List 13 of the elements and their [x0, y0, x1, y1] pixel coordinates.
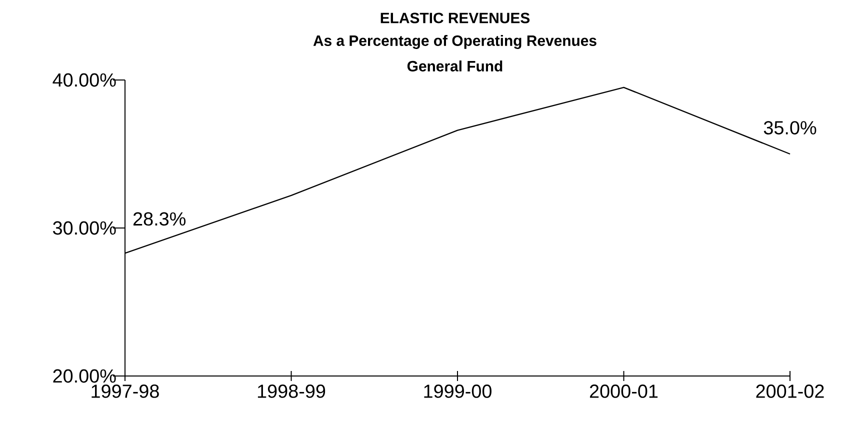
- x-tick-label: 2000-01: [590, 384, 658, 398]
- x-tick-label: 1998-99: [258, 384, 326, 398]
- y-tick-label: 30.00%: [53, 221, 116, 235]
- y-tick-label: 20.00%: [53, 369, 116, 383]
- x-tick-label: 1999-00: [424, 384, 492, 398]
- x-tick-label: 1997-98: [92, 384, 159, 398]
- x-tick-label: 2001-02: [756, 384, 824, 398]
- y-tick-label: 40.00%: [52, 73, 116, 87]
- data-label: 35.0%: [764, 121, 816, 134]
- chart-subtitle: As a Percentage of Operating Revenues: [313, 35, 596, 49]
- text: General Fund: [407, 60, 502, 72]
- chart-title: ELASTIC REVENUES: [380, 12, 530, 24]
- data-label: 28.3%: [133, 212, 186, 226]
